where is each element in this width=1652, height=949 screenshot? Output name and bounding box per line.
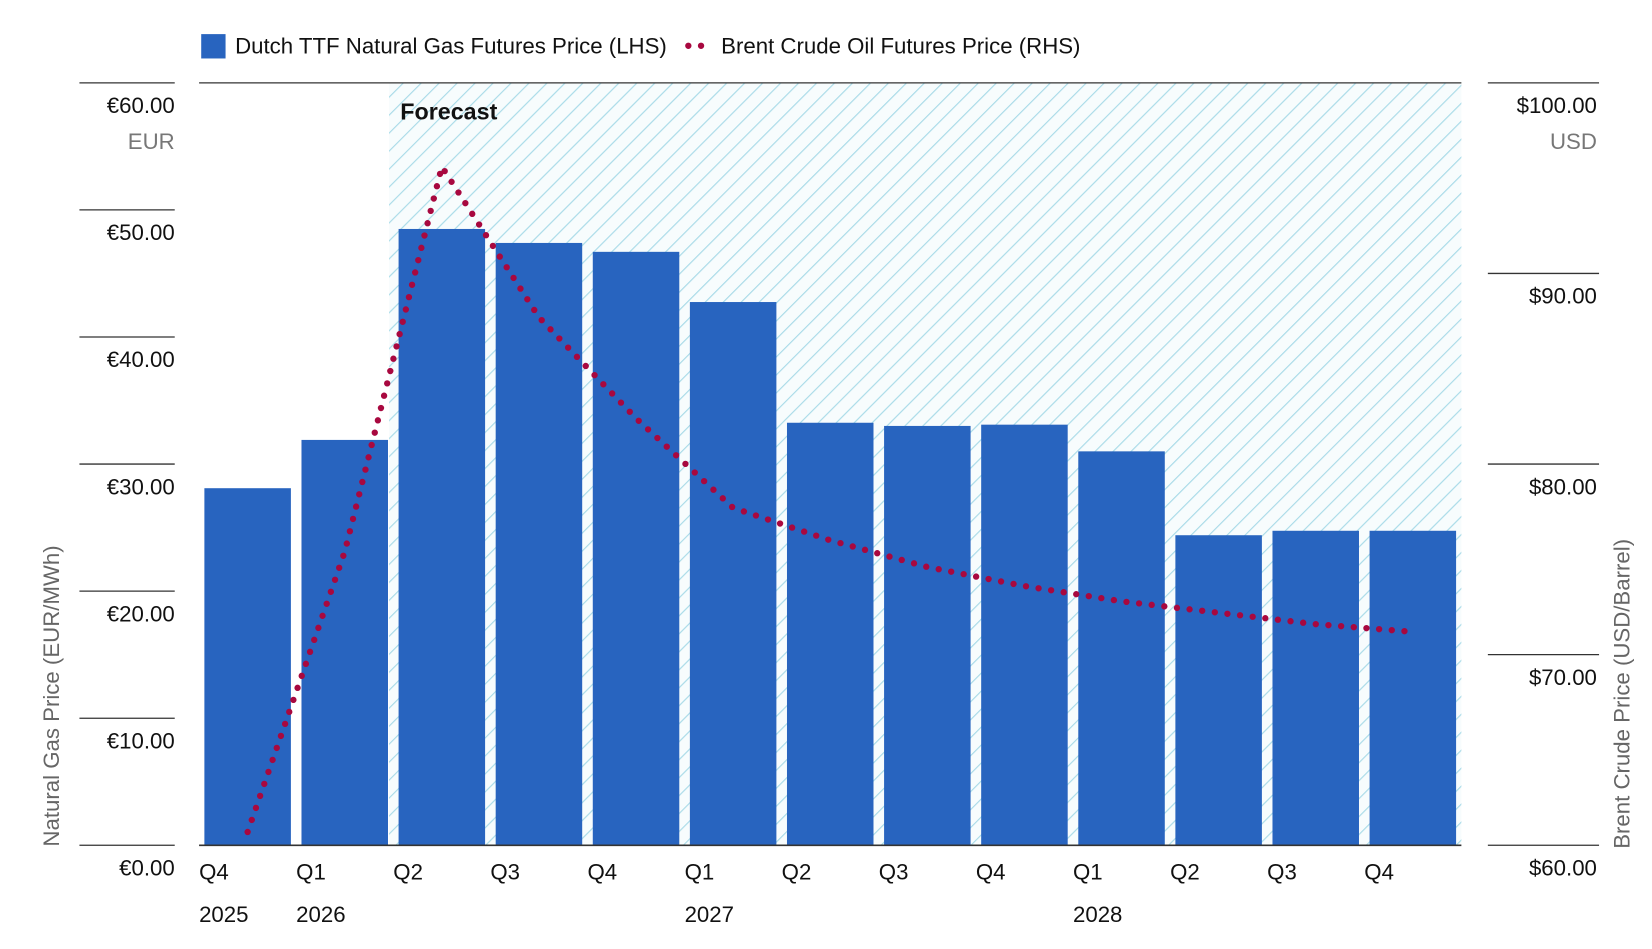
bar [301,439,388,846]
x-tick-label: Q4 [199,860,229,885]
legend-label: Dutch TTF Natural Gas Futures Price (LHS… [235,34,667,59]
forecast-label: Forecast [400,99,497,125]
y-tick-label: €0.00 [119,856,175,881]
y-tick-label: €50.00 [107,220,175,245]
y-tick-label: €60.00 [107,93,175,118]
y2-tick-label: $60.00 [1529,856,1597,881]
x-tick-label: Q1 [296,860,326,885]
bar [495,242,583,846]
y2-unit: USD [1550,129,1597,154]
y2-tick-label: $80.00 [1529,474,1597,499]
x-tick-label: Q2 [1170,860,1200,885]
y2-tick-label: $90.00 [1529,284,1597,309]
bar [981,424,1068,846]
bar [398,228,486,846]
x-tick-label: Q3 [490,860,520,885]
x-tick-label: Q2 [782,860,812,885]
x-year-label: 2025 [199,902,248,927]
y-tick-label: €20.00 [107,601,175,626]
bar [1272,530,1359,846]
y2-tick-label: $100.00 [1517,93,1597,118]
x-year-label: 2027 [685,902,734,927]
y-tick-label: €30.00 [107,474,175,499]
bar [1078,451,1165,846]
bar [204,488,291,846]
bar [592,251,680,846]
x-tick-label: Q4 [1364,860,1394,885]
x-tick-label: Q3 [1267,860,1297,885]
x-tick-label: Q4 [976,860,1006,885]
x-tick-label: Q1 [685,860,715,885]
y-tick-label: €10.00 [107,728,175,753]
y-tick-label: €40.00 [107,347,175,372]
bar [1175,535,1262,846]
x-tick-label: Q2 [393,860,423,885]
x-year-label: 2028 [1073,902,1122,927]
line-series [244,158,1417,836]
bar [1369,530,1457,846]
y2-tick-label: $70.00 [1529,665,1597,690]
x-year-label: 2026 [296,902,345,927]
bar [786,422,874,846]
y-axis-title: Natural Gas Price (EUR/MWh) [39,545,64,846]
y-unit: EUR [128,129,175,154]
bar [689,302,777,846]
x-tick-label: Q3 [879,860,909,885]
x-tick-label: Q1 [1073,860,1103,885]
y2-axis-title: Brent Crude Price (USD/Barrel) [1609,539,1634,849]
legend-swatch [201,34,226,59]
legend-label: Brent Crude Oil Futures Price (RHS) [721,34,1080,59]
x-tick-label: Q4 [587,860,617,885]
bar [884,425,971,846]
